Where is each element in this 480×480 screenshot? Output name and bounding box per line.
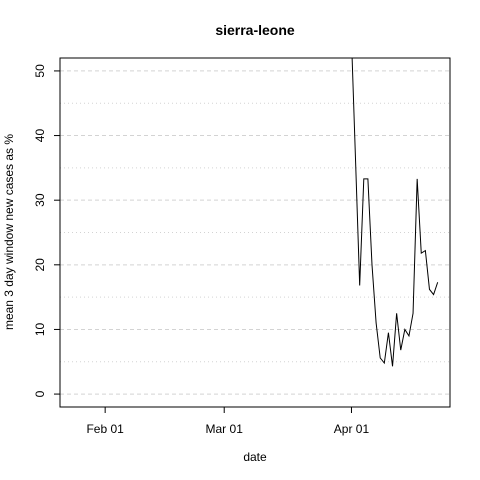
x-tick-label: Mar 01: [206, 422, 244, 436]
y-tick-label: 10: [33, 322, 47, 336]
x-axis-label: date: [243, 450, 267, 464]
y-tick-label: 30: [33, 193, 47, 207]
data-line: [351, 58, 439, 367]
chart-title: sierra-leone: [215, 22, 295, 38]
y-tick-label: 50: [33, 64, 47, 78]
y-tick-label: 0: [33, 390, 47, 397]
y-axis-label: mean 3 day window new cases as %: [2, 134, 16, 330]
y-tick-label: 40: [33, 129, 47, 143]
plot-series: [351, 58, 439, 367]
x-tick-label: Feb 01: [86, 422, 124, 436]
x-tick-label: Apr 01: [334, 422, 370, 436]
y-tick-label: 20: [33, 258, 47, 272]
plot-frame: [59, 57, 451, 408]
